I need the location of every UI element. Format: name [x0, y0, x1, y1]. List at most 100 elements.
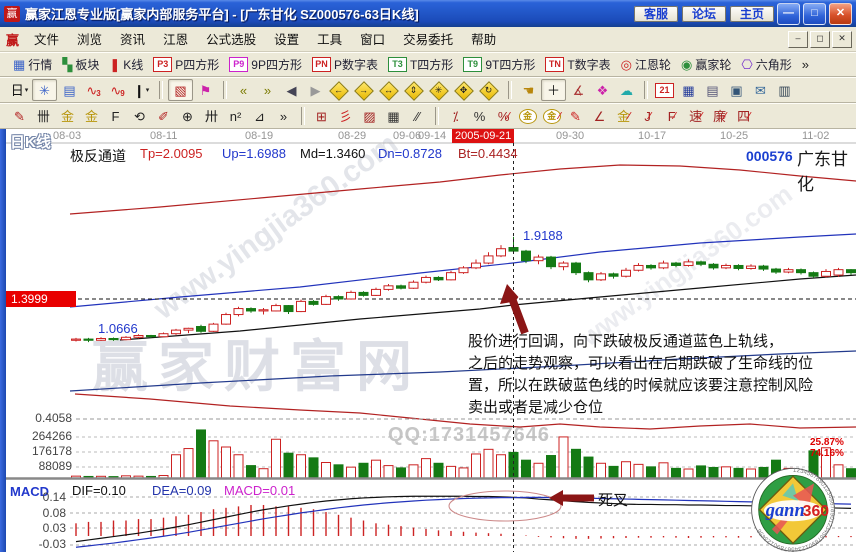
menu-item-tools[interactable]: 工具	[317, 33, 343, 47]
minimize-button[interactable]: —	[777, 2, 800, 25]
t-number-table-button[interactable]: TN T数字表	[540, 54, 615, 75]
zoom-vertical-diamond-button[interactable]: ⇕	[404, 80, 427, 101]
next-bar-button[interactable]: ▶	[304, 80, 327, 100]
scroll-left-diamond-button[interactable]: ←	[329, 80, 352, 101]
gold-ruler2-button[interactable]: 金	[80, 106, 103, 126]
period-day-dropdown[interactable]: 日 ▾	[8, 80, 31, 100]
toolbar1-more-button[interactable]: »	[797, 56, 814, 73]
mdi-close-button[interactable]: ✕	[832, 30, 852, 48]
p-square-button[interactable]: P3 P四方形	[148, 54, 224, 75]
annotation-line: 股价进行回调，向下跌破极反通道蓝色上轨线，	[468, 333, 784, 350]
kline-button[interactable]: ❚ K线	[104, 54, 148, 75]
n2-ruler-button[interactable]: n²	[224, 106, 247, 126]
fan-lines-tool-button[interactable]: 彡	[334, 106, 357, 126]
menu-item-gann[interactable]: 江恩	[163, 33, 189, 47]
reset-view-diamond-button[interactable]: ↻	[479, 80, 502, 101]
wave9-button[interactable]: ∿ 9	[106, 80, 129, 100]
wave3-button[interactable]: ∿ 3	[82, 80, 105, 100]
calculator-button[interactable]: ▦	[677, 80, 700, 100]
gann-box-tool-button[interactable]: ❖	[591, 80, 614, 100]
toolbar3-more-button[interactable]: »	[272, 106, 295, 126]
f-ruler-button[interactable]: F	[104, 106, 127, 126]
trend-chart-button[interactable]: ▧	[168, 79, 193, 101]
9t-square-button[interactable]: T9 9T四方形	[458, 54, 540, 75]
grid-box-tool-button[interactable]: ⊞	[310, 106, 333, 126]
menu-item-settings[interactable]: 设置	[274, 33, 300, 47]
single-candle-dropdown[interactable]: ❙ ▾	[130, 80, 153, 100]
color-flag-button[interactable]: ⚑	[194, 80, 217, 100]
dark-grid-tool-button[interactable]: ▦	[382, 106, 405, 126]
menu-item-formula-stockpick[interactable]: 公式选股	[206, 33, 257, 47]
compass-ruler-button[interactable]: ⊕	[176, 106, 199, 126]
j-angle-tool-button[interactable]: J ∕	[636, 106, 659, 126]
gold-circle-tool-button[interactable]: 金	[516, 106, 539, 126]
angle-measure-button[interactable]: ∡	[567, 80, 590, 100]
gann-wheel-button[interactable]: ◎ 江恩轮	[616, 54, 676, 75]
date-tick-label: 09-06	[393, 130, 422, 142]
comb-ruler-button[interactable]: 卅	[200, 106, 223, 126]
save-button[interactable]: ▣	[725, 80, 748, 100]
gold-angle-tool-button[interactable]: 金 ∕	[612, 106, 635, 126]
forum-button[interactable]: 论坛	[681, 5, 726, 22]
chart-canvas[interactable]	[0, 129, 856, 552]
menu-item-trade[interactable]: 交易委托	[403, 33, 454, 47]
t-square-button[interactable]: T3 T四方形	[383, 54, 458, 75]
prev-bar-button[interactable]: ◀	[280, 80, 303, 100]
menu-item-window[interactable]: 窗口	[360, 33, 386, 47]
diamond-arrow-glyph: ⇕	[409, 84, 418, 95]
9p-square-button[interactable]: P9 9P四方形	[224, 54, 307, 75]
pen-ruler-button[interactable]: ✐	[152, 106, 175, 126]
last-bar-button[interactable]: »	[256, 80, 279, 100]
menu-item-browse[interactable]: 浏览	[77, 33, 103, 47]
diagonal-lines-tool-button[interactable]: ∕∕	[406, 106, 429, 126]
menu-bar: 赢 文件 浏览 资讯 江恩 公式选股 设置 工具 窗口 交易委托 帮助 – ◻ ✕	[0, 27, 856, 52]
f-angle-tool-button[interactable]: F ∕	[660, 106, 683, 126]
percent-chart-tool-button[interactable]: ⁒	[444, 106, 467, 126]
red-grid-tool-button[interactable]: ▨	[358, 106, 381, 126]
percent-line-tool-button[interactable]: % ∕	[492, 106, 515, 126]
four-angle-tool-button[interactable]: 四 ∕	[732, 106, 755, 126]
mail-button-icon: ✉	[755, 82, 766, 98]
mdi-restore-button[interactable]: ◻	[810, 30, 830, 48]
sector-button[interactable]: ▚ 板块	[57, 54, 104, 75]
lian-angle-tool-button-icon: 廉	[713, 108, 727, 124]
info-doc-button[interactable]: ▤	[58, 80, 81, 100]
cloud-tool-button[interactable]: ☁	[615, 80, 638, 100]
quote-table-button[interactable]: ▦ 行情	[8, 54, 57, 75]
brush-tool-button[interactable]: ✎	[564, 106, 587, 126]
gold-circle-line-tool-button[interactable]: 金 ∕	[540, 106, 563, 126]
notepad-button[interactable]: ▤	[701, 80, 724, 100]
homepage-button[interactable]: 主页	[729, 5, 774, 22]
percent-tool-button[interactable]: %	[468, 106, 491, 126]
crosshair-tool-button[interactable]: ＋	[541, 79, 566, 101]
mdi-minimize-button[interactable]: –	[788, 30, 808, 48]
gold-ruler-button[interactable]: 金	[56, 106, 79, 126]
web-chart-button[interactable]: ✳	[32, 79, 57, 101]
maximize-button[interactable]: □	[803, 2, 826, 25]
menu-item-file[interactable]: 文件	[34, 33, 60, 47]
hexagon-button[interactable]: ⎔ 六角形	[736, 54, 796, 75]
lian-angle-tool-button[interactable]: 廉 ∕	[708, 106, 731, 126]
close-button[interactable]: ✕	[829, 2, 852, 25]
scroll-right-diamond-button[interactable]: →	[354, 80, 377, 101]
pen-tool-button[interactable]: ✎	[8, 106, 31, 126]
support-button[interactable]: 客服	[633, 5, 678, 22]
ruler-tool-button[interactable]: 卌	[32, 106, 55, 126]
zoom-horizontal-diamond-button[interactable]: ↔	[379, 80, 402, 101]
hand-tool-button[interactable]: ☚	[517, 80, 540, 100]
menu-item-news[interactable]: 资讯	[120, 33, 146, 47]
first-bar-button[interactable]: «	[232, 80, 255, 100]
first-bar-button-icon: «	[239, 82, 248, 98]
computer-button[interactable]: ▥	[773, 80, 796, 100]
mail-button[interactable]: ✉	[749, 80, 772, 100]
winner-wheel-button[interactable]: ◉ 赢家轮	[676, 54, 736, 75]
spiral-tool-button[interactable]: ⟲	[128, 106, 151, 126]
compress-diamond-button[interactable]: ✳	[429, 80, 452, 101]
speed-angle-tool-button[interactable]: 速 ∕	[684, 106, 707, 126]
menu-item-help[interactable]: 帮助	[471, 33, 497, 47]
angle-ruler-button[interactable]: ⊿	[248, 106, 271, 126]
p-number-table-button[interactable]: PN P数字表	[307, 54, 383, 75]
calendar-button[interactable]: 21	[653, 80, 676, 100]
expand-diamond-button[interactable]: ✥	[454, 80, 477, 101]
gann-angle-tool-button[interactable]: ∠	[588, 106, 611, 126]
